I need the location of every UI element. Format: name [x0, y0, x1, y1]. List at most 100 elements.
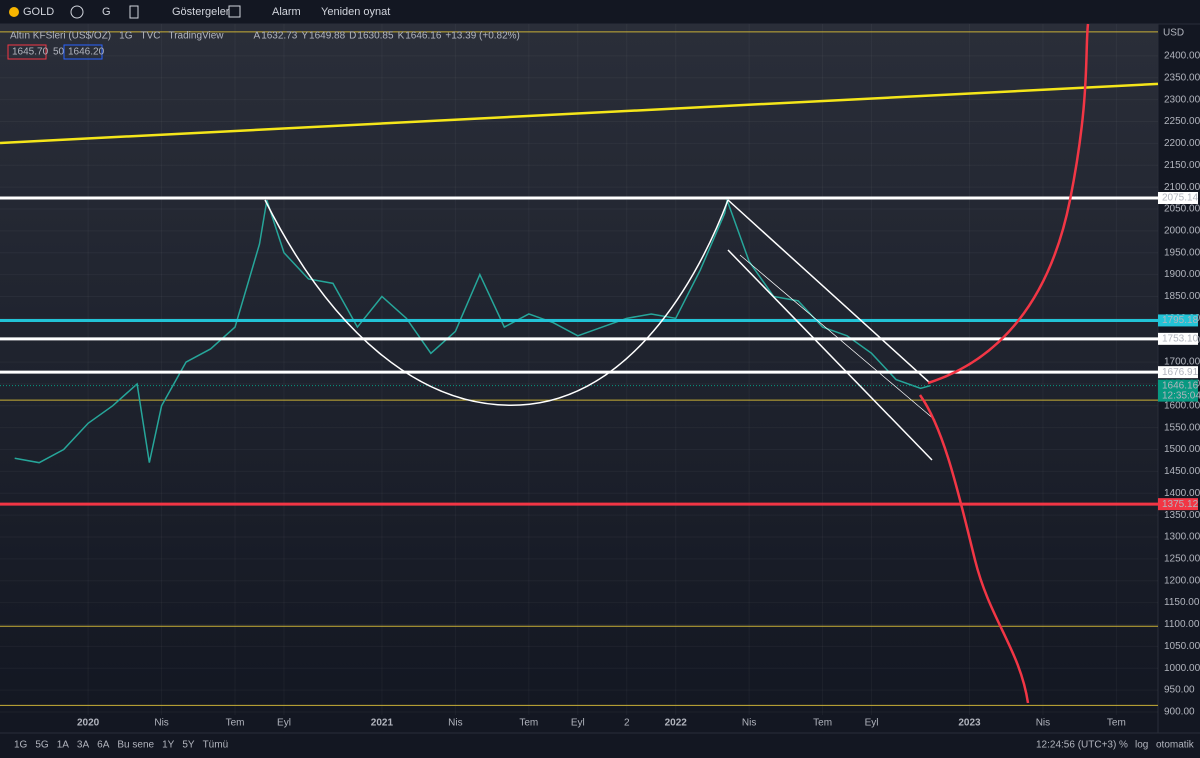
- y-tick-label: 900.00: [1164, 707, 1195, 718]
- x-tick-label: 2021: [371, 718, 394, 729]
- countdown: 12:35:04: [1162, 390, 1200, 401]
- y-tick-label: 2350.00: [1164, 72, 1200, 83]
- x-tick-label: Tem: [226, 718, 245, 729]
- y-tick-label: 2000.00: [1164, 226, 1200, 237]
- interval[interactable]: G: [102, 6, 111, 18]
- symbol-icon[interactable]: [9, 7, 19, 17]
- auto-toggle[interactable]: otomatik: [1156, 740, 1195, 751]
- plot-area: [0, 24, 1158, 715]
- y-tick-label: 1700.00: [1164, 357, 1200, 368]
- level-label: 1795.18: [1162, 315, 1199, 326]
- level-label-box: [1158, 498, 1198, 511]
- y-tick-label: 1200.00: [1164, 575, 1200, 586]
- symbol[interactable]: GOLD: [23, 6, 54, 18]
- y-tick-label: 2150.00: [1164, 160, 1200, 171]
- y-tick-label: 1300.00: [1164, 532, 1200, 543]
- x-tick-label: 2022: [665, 718, 688, 729]
- ohlc-key: K: [398, 31, 405, 42]
- spread: 50: [53, 47, 65, 58]
- level-label: 1676.91: [1162, 367, 1199, 378]
- bid: 1645.70: [12, 47, 49, 58]
- y-tick-label: 1950.00: [1164, 247, 1200, 258]
- last-price-box: [1158, 379, 1198, 402]
- y-tick-label: 2050.00: [1164, 204, 1200, 215]
- y-tick-label: 1450.00: [1164, 466, 1200, 477]
- y-tick-label: 1150.00: [1164, 597, 1200, 608]
- channel-mid: [739, 254, 936, 421]
- range-button[interactable]: 5Y: [182, 740, 195, 751]
- y-tick-label: 1000.00: [1164, 663, 1200, 674]
- bid-box: [7, 44, 47, 60]
- y-tick-label: 1050.00: [1164, 641, 1200, 652]
- level-label: 1753.10: [1162, 333, 1199, 344]
- chart-type-button[interactable]: [129, 5, 139, 19]
- level-label: 2075.14: [1162, 193, 1199, 204]
- y-tick-label: 1900.00: [1164, 269, 1200, 280]
- projection-up: [927, 23, 1090, 385]
- compare-button[interactable]: [70, 5, 84, 19]
- legend-exchange: TVC: [140, 31, 160, 42]
- level-label-box: [1158, 332, 1198, 345]
- range-button[interactable]: 1Y: [162, 740, 175, 751]
- x-tick-label: 2023: [958, 718, 981, 729]
- x-tick-label: Eyl: [865, 718, 879, 729]
- layouts-button[interactable]: [228, 5, 241, 18]
- legend-source: TradingView: [168, 31, 224, 42]
- y-tick-label: 1350.00: [1164, 510, 1200, 521]
- x-tick-label: Nis: [1036, 718, 1050, 729]
- level-label-box: [1158, 366, 1198, 379]
- ohlc-value: 1646.16: [405, 31, 442, 42]
- y-tick-label: 1600.00: [1164, 400, 1200, 411]
- x-tick-label: Tem: [1107, 718, 1126, 729]
- percent-toggle[interactable]: %: [1119, 740, 1128, 751]
- trendline: [0, 82, 1159, 145]
- level-label: 1375.12: [1162, 499, 1199, 510]
- y-tick-label: 950.00: [1164, 685, 1195, 696]
- range-button[interactable]: 1G: [14, 740, 28, 751]
- range-button[interactable]: 5G: [35, 740, 49, 751]
- x-tick-label: Nis: [154, 718, 168, 729]
- clock: 12:24:56 (UTC+3): [1036, 740, 1116, 751]
- y-tick-label: 2400.00: [1164, 51, 1200, 62]
- ohlc-key: D: [349, 31, 356, 42]
- range-button[interactable]: 6A: [97, 740, 110, 751]
- projection-down: [918, 394, 1030, 704]
- ohlc-key: A: [254, 31, 261, 42]
- y-tick-label: 2200.00: [1164, 138, 1200, 149]
- range-button[interactable]: Tümü: [203, 740, 229, 751]
- ohlc-value: 1632.73: [261, 31, 298, 42]
- ohlc-value: 1630.85: [357, 31, 394, 42]
- ask-box: [63, 44, 103, 60]
- x-tick-label: Nis: [448, 718, 462, 729]
- range-button[interactable]: 1A: [57, 740, 70, 751]
- legend-interval: 1G: [119, 31, 133, 42]
- y-tick-label: 1400.00: [1164, 488, 1200, 499]
- log-toggle[interactable]: log: [1135, 740, 1148, 751]
- currency: USD: [1163, 28, 1184, 39]
- y-tick-label: 2300.00: [1164, 94, 1200, 105]
- last-price: 1646.16: [1162, 380, 1199, 391]
- y-tick-label: 1850.00: [1164, 291, 1200, 302]
- y-tick-label: 2250.00: [1164, 116, 1200, 127]
- y-tick-label: 2100.00: [1164, 182, 1200, 193]
- range-button[interactable]: 3A: [77, 740, 90, 751]
- range-button[interactable]: Bu sene: [117, 740, 154, 751]
- y-tick-label: 1550.00: [1164, 422, 1200, 433]
- cup-arc: [264, 199, 729, 406]
- drawings: [264, 23, 1090, 704]
- x-tick-label: 2: [624, 718, 630, 729]
- indicators[interactable]: Göstergeler: [172, 6, 230, 18]
- ohlc-key: Y: [301, 31, 308, 42]
- replay[interactable]: Yeniden oynat: [321, 6, 390, 18]
- x-tick-label: Tem: [813, 718, 832, 729]
- x-tick-label: Eyl: [571, 718, 585, 729]
- x-tick-label: 2020: [77, 718, 100, 729]
- legend-change: +13.39 (+0.82%): [445, 31, 520, 42]
- channel: [727, 199, 933, 461]
- level-label-box: [1158, 314, 1198, 327]
- y-tick-label: 1500.00: [1164, 444, 1200, 455]
- price-line: [14, 197, 931, 464]
- alarm[interactable]: Alarm: [272, 6, 301, 18]
